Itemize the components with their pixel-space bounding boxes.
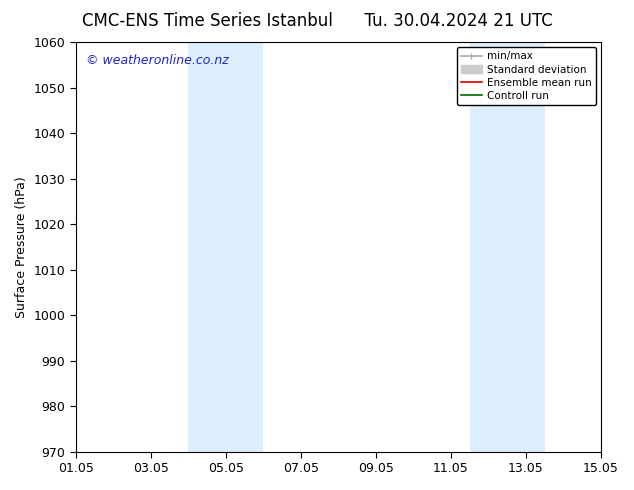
Bar: [470, 42, 545, 452]
Legend: min/max, Standard deviation, Ensemble mean run, Controll run: min/max, Standard deviation, Ensemble me…: [456, 47, 596, 105]
Bar: [188, 42, 263, 452]
Text: CMC-ENS Time Series Istanbul      Tu. 30.04.2024 21 UTC: CMC-ENS Time Series Istanbul Tu. 30.04.2…: [82, 12, 552, 30]
Text: © weatheronline.co.nz: © weatheronline.co.nz: [86, 54, 229, 67]
Y-axis label: Surface Pressure (hPa): Surface Pressure (hPa): [15, 176, 28, 318]
